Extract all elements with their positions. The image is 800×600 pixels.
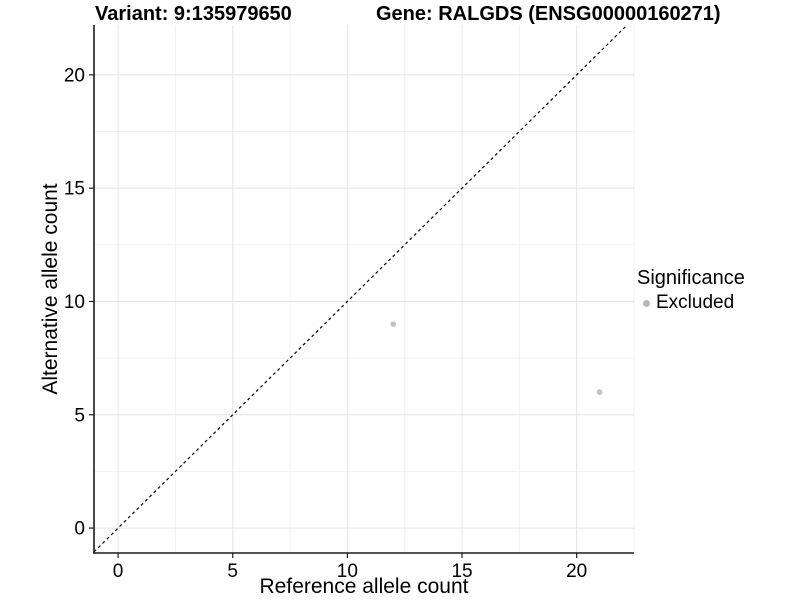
y-tick-label: 20	[64, 65, 85, 86]
x-tick-label: 5	[227, 561, 238, 582]
x-axis-title: Reference allele count	[259, 575, 469, 598]
identity-line	[93, 24, 628, 553]
y-tick-label: 5	[74, 405, 85, 426]
y-axis-title: Alternative allele count	[39, 183, 62, 395]
data-point	[596, 389, 603, 395]
x-tick-label: 0	[113, 561, 124, 582]
excluded-point-icon	[643, 299, 650, 307]
legend-item-label: Excluded	[656, 292, 735, 313]
x-tick-label: 15	[451, 561, 472, 582]
legend-title: Significance	[637, 267, 745, 289]
x-tick-label: 20	[566, 561, 587, 582]
variant-title: Variant: 9:135979650	[95, 3, 292, 25]
gene-title: Gene: RALGDS (ENSG00000160271)	[376, 3, 721, 25]
y-tick-label: 0	[74, 519, 85, 540]
x-tick-label: 10	[337, 561, 358, 582]
data-point	[390, 321, 397, 327]
y-tick-label: 15	[64, 179, 85, 200]
legend-item-excluded: Excluded	[637, 292, 745, 314]
legend: Significance Excluded	[637, 267, 745, 314]
y-tick-label: 10	[64, 292, 85, 313]
